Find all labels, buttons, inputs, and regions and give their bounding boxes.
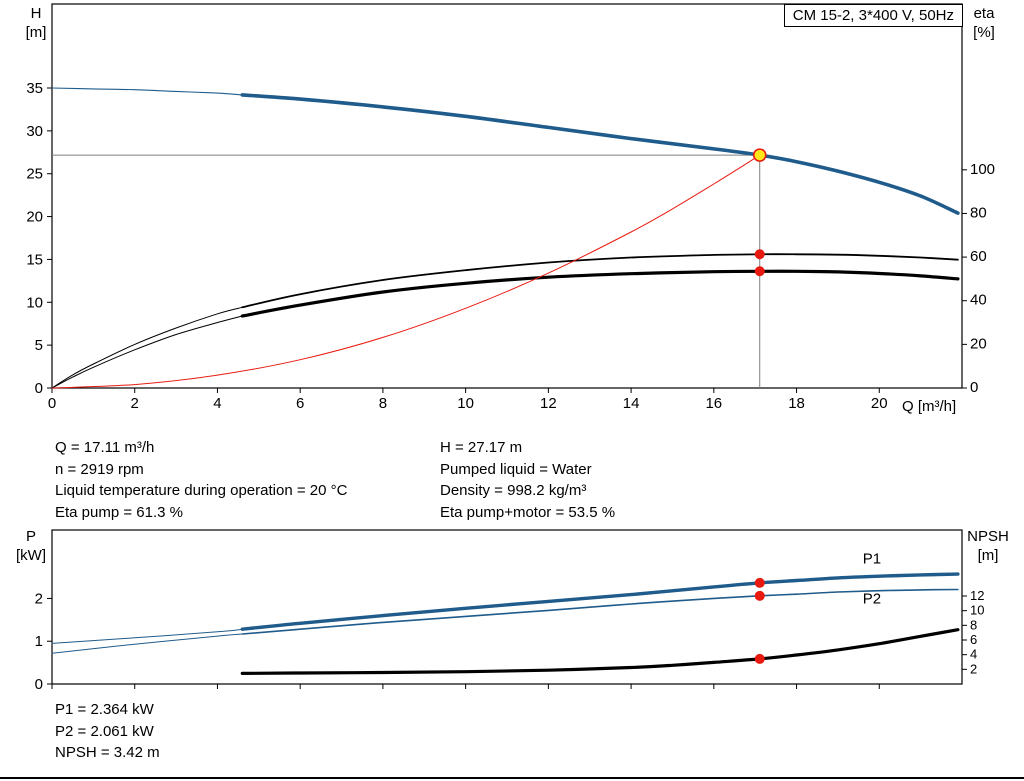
y-left-tick-label: 2 <box>35 590 43 607</box>
npsh-axis-unit: [m] <box>977 547 999 564</box>
y-right-tick-label: 80 <box>970 204 987 221</box>
h-axis-unit: [m] <box>25 24 47 41</box>
footer-line-p1: P1 = 2.364 kW <box>55 701 154 718</box>
y-right-tick-label: 6 <box>970 632 977 647</box>
y-left-tick-label: 5 <box>35 337 43 354</box>
y-right-tick-label: 100 <box>970 161 995 178</box>
eta-axis-title: eta [%] <box>960 4 1008 42</box>
info-line-speed: n = 2919 rpm <box>55 460 144 478</box>
info-panel-right: H = 27.17 m Pumped liquid = Water Densit… <box>440 437 615 523</box>
x-tick-label: 20 <box>871 395 888 412</box>
p1-label: P1 <box>863 550 881 567</box>
eta-axis-unit: [%] <box>973 24 995 41</box>
eta-pump-duty-point <box>754 249 765 260</box>
y-right-tick-label: 2 <box>970 661 977 676</box>
info-panel-left: Q = 17.11 m³/h n = 2919 rpm Liquid tempe… <box>55 437 347 523</box>
y-left-tick-label: 0 <box>35 676 43 693</box>
footer-line-p2: P2 = 2.061 kW <box>55 722 154 740</box>
x-tick-label: 8 <box>379 395 387 412</box>
info-line-eta-pump-motor: Eta pump+motor = 53.5 % <box>440 503 616 521</box>
x-tick-label: 18 <box>788 395 805 412</box>
y-right-tick-label: 8 <box>970 617 977 632</box>
x-tick-label: 2 <box>131 395 139 412</box>
eta-axis-symbol: eta <box>973 5 995 22</box>
p1-duty-point <box>754 577 765 588</box>
y-right-tick-label: 0 <box>970 379 978 396</box>
p-axis-unit: [kW] <box>16 547 46 564</box>
eta-pump-motor-duty-point <box>754 266 765 277</box>
x-tick-label: 0 <box>48 395 56 412</box>
npsh-axis-symbol: NPSH <box>967 528 1009 545</box>
eta-pump-lead-in <box>51 306 243 389</box>
y-left-tick-label: 30 <box>26 123 43 140</box>
y-right-tick-label: 40 <box>970 292 987 309</box>
y-left-tick-label: 35 <box>26 80 43 97</box>
footer-panel: P1 = 2.364 kW P2 = 2.061 kW NPSH = 3.42 … <box>55 699 160 764</box>
y-right-tick-label: 20 <box>970 335 987 352</box>
npsh-curve <box>240 628 960 675</box>
y-right-tick-label: 4 <box>970 647 977 662</box>
p2-curve-lead-in <box>51 633 243 654</box>
system-curve <box>51 154 761 389</box>
duty-point <box>752 148 767 162</box>
plot-frame <box>51 3 963 389</box>
h-axis-title: H [m] <box>16 4 56 42</box>
p2-duty-point <box>754 590 765 601</box>
info-line-q: Q = 17.11 m³/h <box>55 439 155 456</box>
chart-0: 0 2 4 6 8 10 12 14 16 18 20 0 5 10 15 20 25 30 35 0 20 40 60 80… <box>26 3 995 412</box>
plot-frame <box>51 529 963 685</box>
footer-line-npsh: NPSH = 3.42 m <box>55 744 160 761</box>
p1-curve-lead-in <box>51 628 243 644</box>
h-axis-symbol: H <box>30 5 42 22</box>
x-tick-label: 16 <box>705 395 722 412</box>
y-left-tick-label: 20 <box>26 209 43 226</box>
p-axis-symbol: P <box>25 528 36 545</box>
info-line-liquid: Pumped liquid = Water <box>440 460 592 478</box>
y-right-tick-label: 60 <box>970 248 987 265</box>
y-left-tick-label: 1 <box>35 633 43 650</box>
pump-curve-lead-in <box>51 87 243 96</box>
y-left-tick-label: 0 <box>35 380 43 397</box>
info-line-temperature: Liquid temperature during operation = 20… <box>55 482 348 499</box>
q-axis-title: Q [m³/h] <box>902 398 957 415</box>
eta-pump-motor-lead-in <box>51 315 243 389</box>
y-left-tick-label: 10 <box>26 294 43 311</box>
info-line-head: H = 27.17 m <box>440 439 523 456</box>
y-left-tick-label: 15 <box>26 251 43 268</box>
info-line-density: Density = 998.2 kg/m³ <box>440 482 587 499</box>
y-left-tick-label: 25 <box>26 166 43 183</box>
p-axis-title: P [kW] <box>8 527 54 565</box>
y-right-tick-label: 12 <box>970 588 984 603</box>
x-tick-label: 6 <box>296 395 304 412</box>
x-tick-label: 12 <box>540 395 557 412</box>
y-right-tick-label: 10 <box>970 603 984 618</box>
x-tick-label: 10 <box>457 395 474 412</box>
p2-label: P2 <box>863 591 881 608</box>
eta-pump-curve <box>241 253 959 309</box>
x-tick-label: 14 <box>623 395 640 412</box>
pump-title-box: CM 15-2, 3*400 V, 50Hz <box>783 4 963 27</box>
p2-curve <box>241 588 959 635</box>
bottom-divider <box>0 777 1024 779</box>
pump-curve <box>240 93 960 215</box>
p1-curve <box>240 572 960 631</box>
x-tick-label: 4 <box>213 395 221 412</box>
npsh-duty-point <box>754 653 765 664</box>
npsh-axis-title: NPSH [m] <box>960 527 1016 565</box>
info-line-eta-pump: Eta pump = 61.3 % <box>55 503 183 521</box>
eta-pump-motor-curve <box>240 269 960 318</box>
